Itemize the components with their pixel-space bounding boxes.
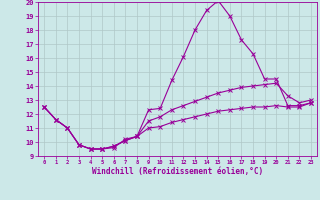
X-axis label: Windchill (Refroidissement éolien,°C): Windchill (Refroidissement éolien,°C): [92, 167, 263, 176]
